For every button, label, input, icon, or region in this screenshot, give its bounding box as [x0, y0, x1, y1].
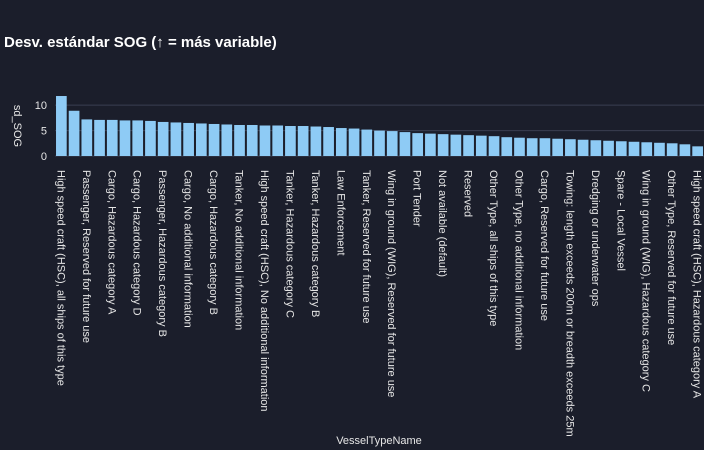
x-tick-label: Law Enforcement — [334, 170, 346, 256]
bar — [195, 123, 207, 156]
bar — [399, 132, 411, 156]
x-tick-label: Dredging or underwater ops — [589, 170, 601, 307]
bar — [679, 144, 691, 156]
x-tick-label: Cargo, Reserved for future use — [538, 170, 550, 321]
x-tick-label: Other Type, all ships of this type — [487, 170, 499, 326]
bar — [450, 134, 462, 156]
bar — [348, 128, 360, 156]
bar — [539, 138, 551, 156]
chart-title: Desv. estándar SOG (↑ = más variable) — [4, 34, 277, 51]
bar — [119, 120, 131, 156]
bar — [221, 124, 233, 156]
x-tick-label: Port Tender — [411, 170, 423, 227]
bar — [628, 141, 640, 156]
bar — [106, 119, 118, 156]
bar — [488, 136, 500, 156]
bar — [234, 124, 245, 156]
x-tick-label: Cargo, No additional information — [182, 170, 194, 328]
x-tick-label: High speed craft (HSC), No additional in… — [258, 170, 270, 412]
bar — [603, 140, 614, 156]
x-tick-label: Tanker, Hazardous category B — [309, 170, 321, 317]
x-tick-label: Tanker, Reserved for future use — [360, 170, 372, 323]
bar — [666, 143, 678, 156]
y-axis-label: sd_SOG — [11, 105, 23, 147]
x-tick-label: High speed craft (HSC), Hazardous catego… — [691, 170, 703, 399]
x-tick-label: Towing: length exceeds 200m or breadth e… — [563, 170, 575, 437]
bar — [68, 110, 80, 156]
bar — [463, 135, 474, 156]
bar — [437, 134, 449, 156]
y-tick-label: 0 — [41, 151, 47, 163]
x-tick-label: Cargo, Hazardous category D — [131, 170, 143, 316]
x-tick-label: Tanker, Hazardous category C — [283, 170, 295, 318]
bar — [514, 137, 525, 156]
x-tick-label: Wing in ground (WIG), Hazardous category… — [640, 170, 652, 392]
bar — [145, 120, 156, 156]
bar — [323, 127, 334, 156]
x-tick-label: Reserved — [462, 170, 474, 217]
bar — [170, 122, 182, 156]
bar — [475, 135, 487, 156]
bar — [132, 120, 144, 156]
bar — [259, 125, 271, 156]
y-tick-label: 10 — [35, 100, 47, 112]
x-tick-label: Passenger, Hazardous category B — [156, 170, 168, 337]
x-tick-label: Spare - Local Vessel — [614, 170, 626, 271]
x-tick-label: Tanker, No additional information — [233, 170, 245, 330]
x-tick-label: Cargo, Hazardous category A — [105, 170, 117, 315]
bar — [297, 126, 309, 156]
bar — [56, 96, 67, 156]
bar — [94, 119, 105, 156]
x-tick-label: Passenger, Reserved for future use — [80, 170, 92, 343]
x-axis-label: VesselTypeName — [336, 435, 422, 447]
bar — [246, 124, 258, 156]
bar — [412, 133, 424, 156]
bar — [654, 142, 665, 156]
bar — [692, 146, 703, 156]
bar — [552, 138, 564, 156]
bar — [577, 139, 589, 156]
bar — [310, 126, 322, 156]
bar — [641, 142, 653, 156]
bar — [208, 123, 220, 156]
x-tick-label: Wing in ground (WIG), Reserved for futur… — [385, 170, 397, 397]
x-tick-label: Other Type, Reserved for future use — [665, 170, 677, 345]
bar — [81, 119, 93, 156]
bar — [526, 138, 538, 156]
bar — [157, 121, 169, 156]
bar — [501, 137, 513, 156]
bar — [425, 133, 436, 156]
x-tick-label: Other Type, no additional information — [512, 170, 524, 350]
bar — [361, 129, 373, 156]
x-tick-label: Cargo, Hazardous category B — [207, 170, 219, 315]
x-tick-label: High speed craft (HSC), all ships of thi… — [54, 170, 66, 386]
bar — [374, 130, 385, 156]
bar — [183, 122, 194, 156]
x-tick-label: Not available (default) — [436, 170, 448, 277]
bar — [335, 128, 347, 156]
bar — [285, 126, 296, 156]
bar — [386, 131, 398, 156]
bar — [565, 139, 576, 156]
y-tick-label: 5 — [41, 126, 47, 138]
bar — [272, 125, 284, 156]
bar — [590, 140, 602, 156]
bar — [615, 141, 627, 156]
